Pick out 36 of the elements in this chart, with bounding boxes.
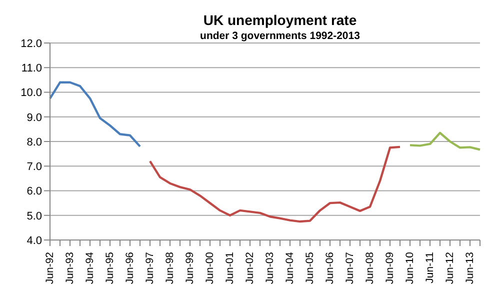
x-tick-label: Jun-97 [144, 252, 156, 284]
y-tick-label: 11.0 [21, 62, 42, 75]
x-tick-label: Jun-09 [384, 252, 396, 284]
y-tick-label: 10.0 [20, 87, 42, 100]
x-tick-label: Jun-95 [104, 252, 116, 284]
x-tick-label: Jun-10 [404, 252, 416, 284]
x-tick-label: Jun-13 [464, 252, 476, 284]
x-tick-label: Jun-03 [264, 252, 276, 284]
line-series [48, 81, 142, 148]
x-tick-label: Jun-96 [124, 252, 136, 284]
x-tick-label: Jun-06 [324, 252, 336, 284]
x-tick-label: Jun-98 [164, 252, 176, 284]
x-tick-label: Jun-04 [284, 252, 296, 284]
line-series [148, 146, 402, 223]
chart-title: UK unemployment rate [202, 12, 358, 28]
x-tick-label: Jun-05 [304, 252, 316, 284]
y-tick-label: 7.0 [26, 161, 42, 174]
x-tick-label: Jun-93 [64, 252, 76, 284]
y-tick-label: 4.0 [26, 234, 42, 247]
y-tick-label: 8.0 [26, 136, 42, 148]
x-tick-label: Jun-01 [224, 252, 236, 284]
x-tick-label: Jun-94 [84, 252, 96, 284]
y-tick-label: 9.0 [26, 112, 42, 124]
y-tick-label: 12.0 [20, 38, 42, 50]
x-tick-label: Jun-11 [424, 252, 436, 284]
x-tick-label: Jun-02 [244, 252, 256, 284]
chart-subtitle: under 3 governments 1992-2013 [199, 30, 361, 42]
x-tick-label: Jun-92 [44, 252, 56, 284]
x-tick-label: Jun-08 [364, 252, 376, 284]
x-tick-label: Jun-99 [184, 252, 196, 284]
y-tick-label: 6.0 [26, 186, 42, 198]
x-tick-label: Jun-07 [344, 252, 356, 284]
y-tick-label: 5.0 [26, 210, 42, 222]
x-tick-label: Jun-12 [444, 252, 456, 284]
line-series [408, 132, 482, 151]
x-tick-label: Jun-00 [204, 252, 216, 284]
